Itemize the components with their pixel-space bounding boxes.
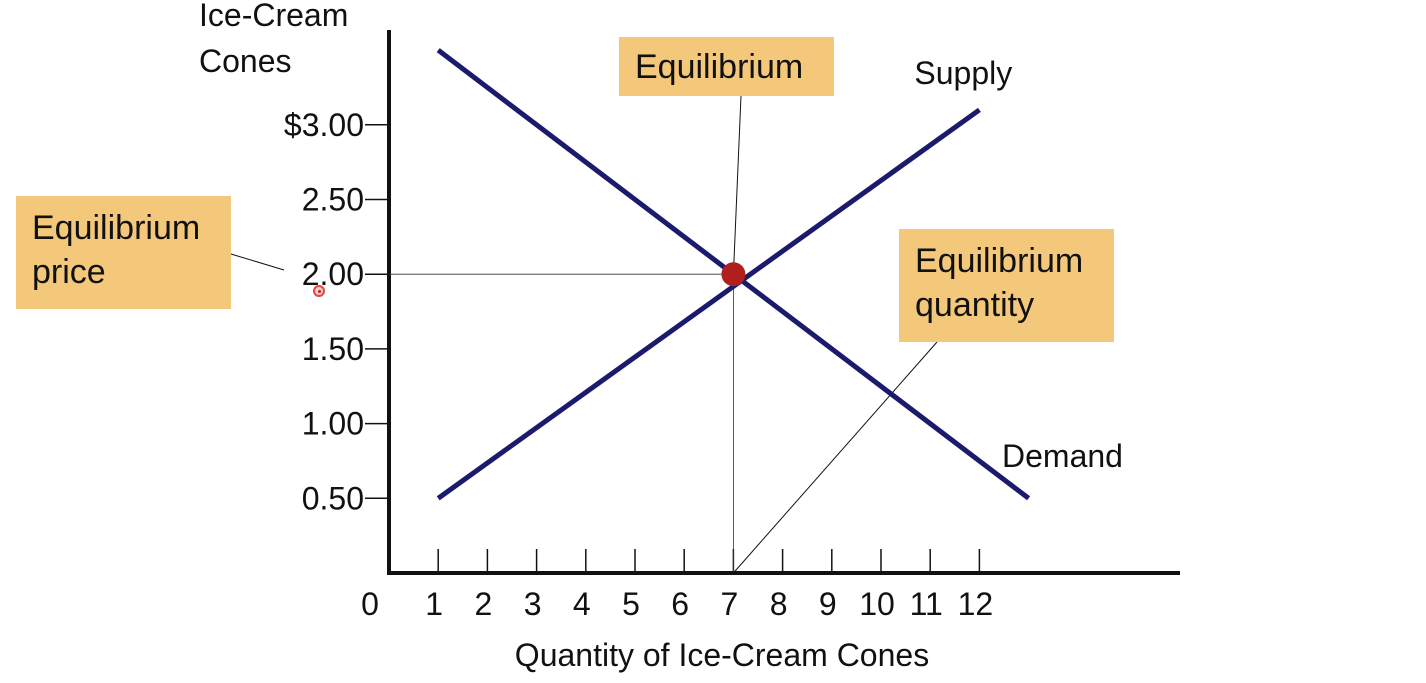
x-tick-label-3: 4 <box>573 586 591 622</box>
y-tick-label-0: $3.00 <box>284 107 364 143</box>
equilibrium-price-line1: Equilibrium <box>32 209 201 247</box>
equilibrium-quantity-leader-line <box>733 341 938 574</box>
y-tick-label-1: 2.50 <box>302 182 364 218</box>
equilibrium-callout-text: Equilibrium <box>635 48 804 86</box>
x-tick-label-5: 6 <box>671 586 689 622</box>
x-tick-label-7: 8 <box>770 586 788 622</box>
guide-lines-group <box>389 273 734 573</box>
x-tick-label-8: 9 <box>819 586 837 622</box>
equilibrium-leader-line <box>732 95 742 275</box>
y-tick-label-5: 0.50 <box>302 480 364 516</box>
y-axis-title-line1: Ice-Cream <box>199 0 348 33</box>
demand-label: Demand <box>1002 438 1123 474</box>
mouse-pointer-icon <box>313 285 325 297</box>
x-tick-label-0: 1 <box>425 586 443 622</box>
x-axis-title: Quantity of Ice-Cream Cones <box>515 637 929 673</box>
x-tick-label-10: 11 <box>910 586 943 622</box>
y-axis-title-line2: Cones <box>199 43 292 79</box>
supply-curve <box>436 107 981 501</box>
equilibrium-quantity-line1: Equilibrium <box>915 242 1084 280</box>
supply-label: Supply <box>914 55 1012 91</box>
equilibrium-callout: Equilibrium <box>619 37 834 96</box>
x-tick-label-11: 12 <box>958 586 994 622</box>
y-tick-label-4: 1.00 <box>302 406 364 442</box>
x-tick-label-2: 3 <box>524 586 542 622</box>
x-tick-label-6: 7 <box>721 586 739 622</box>
x-tick-label-4: 5 <box>622 586 640 622</box>
equilibrium-point <box>721 262 746 287</box>
y-ticks-group: $3.00 2.50 2.00 1.50 1.00 0.50 <box>284 107 389 516</box>
equilibrium-quantity-line2: quantity <box>915 286 1035 324</box>
series-group: Supply Demand <box>436 48 1123 501</box>
x-tick-label-9: 10 <box>859 586 895 622</box>
equilibrium-price-callout: Equilibrium price <box>16 196 231 309</box>
y-tick-label-2: 2.00 <box>302 256 364 292</box>
y-tick-label-3: 1.50 <box>302 331 364 367</box>
x-tick-label-1: 2 <box>475 586 493 622</box>
x-origin-label: 0 <box>361 586 379 622</box>
equilibrium-price-leader-line <box>230 253 285 271</box>
x-ticks-group: 0 1 2 3 4 5 6 7 8 9 10 11 12 <box>361 549 993 622</box>
equilibrium-quantity-callout: Equilibrium quantity <box>899 229 1114 342</box>
leader-lines-group <box>230 95 938 574</box>
equilibrium-price-line2: price <box>32 253 106 291</box>
